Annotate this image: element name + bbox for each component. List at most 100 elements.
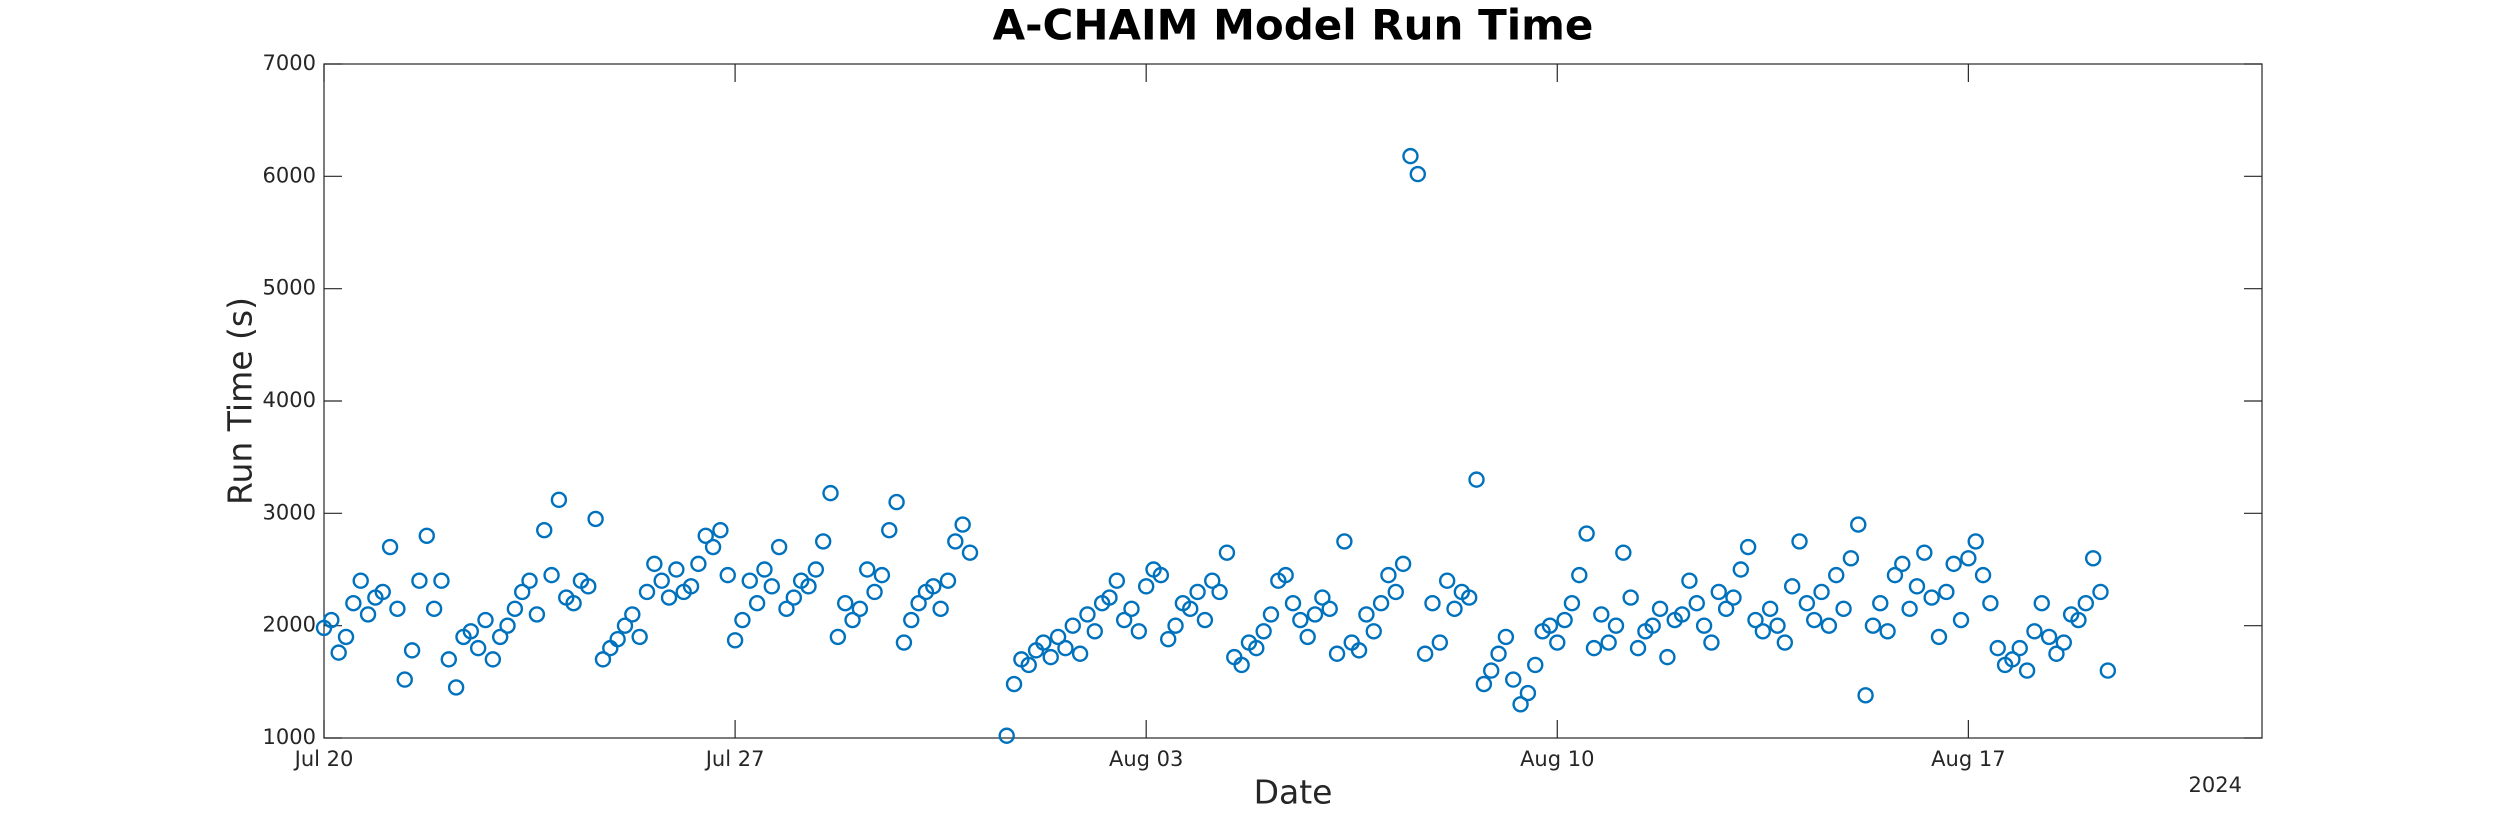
data-point [484,651,502,668]
data-point [726,632,744,649]
data-point [1952,611,1970,629]
data-point [580,578,597,595]
data-point [1593,606,1610,623]
data-point [1769,617,1786,634]
data-point [543,566,560,584]
data-point [1182,600,1199,618]
data-point [1651,600,1669,618]
data-point [814,533,832,550]
data-point [932,600,949,618]
data-point [1431,634,1449,651]
data-point [1615,544,1632,561]
data-point [888,493,905,511]
data-point [925,578,942,595]
data-point [1115,611,1133,629]
data-point [1204,572,1221,589]
data-point [1079,606,1096,623]
data-point [1960,550,1977,567]
data-point [1167,617,1184,634]
data-point [418,527,435,544]
data-point [514,583,531,601]
data-point [881,521,898,539]
data-point [587,510,604,528]
data-point [998,727,1015,744]
data-point [1776,634,1794,651]
data-point [734,611,751,629]
data-point [1791,533,1808,550]
data-point [1160,630,1177,648]
y-tick-label: 6000 [263,163,316,187]
data-point [594,651,612,668]
data-point [1394,555,1412,573]
data-point [1585,639,1603,657]
data-point [1314,589,1331,606]
data-point [1857,687,1874,704]
data-point [491,628,509,646]
data-point [506,600,524,618]
data-point [550,491,568,509]
data-point [1475,675,1493,693]
x-axis-label: Date [1254,773,1333,812]
x-tick-label: Aug 03 [1109,747,1183,771]
data-point [1945,555,1962,573]
data-point [697,527,714,544]
data-point [785,589,803,606]
x-tick-label: Jul 27 [704,747,765,771]
data-point [1681,572,1698,589]
data-point [1512,696,1529,713]
data-point [1835,600,1852,618]
data-point [1571,566,1588,584]
data-point [1974,566,1992,584]
data-point [1725,589,1742,606]
x-tick-label: Aug 17 [1931,747,2005,771]
data-point [660,589,678,606]
data-point [903,611,920,629]
data-point [403,642,421,659]
data-point [1446,600,1463,618]
data-point [1086,623,1103,640]
data-point [1042,648,1059,666]
data-point [2040,628,2058,646]
data-point [1600,634,1617,651]
data-point [1886,566,1904,584]
data-point [1057,639,1074,657]
data-point [1908,578,1926,595]
data-point [389,600,406,618]
data-point [425,600,443,618]
data-point [1607,617,1625,634]
data-point [719,566,736,584]
data-point [374,583,391,601]
data-point [477,611,494,629]
data-point [631,628,648,646]
data-point [1894,555,1911,573]
data-point [396,671,413,688]
data-point [1035,634,1052,651]
data-point [1211,583,1228,601]
data-point [1468,471,1485,488]
data-point [1490,645,1507,662]
data-point [807,561,825,578]
data-point [1438,572,1456,589]
data-point [741,572,758,589]
data-point [690,555,707,573]
data-point [1358,606,1375,623]
data-point [2099,662,2117,679]
data-point [1820,617,1838,634]
data-point [1284,595,1302,612]
data-point [763,578,780,595]
data-point [565,595,582,612]
data-point [822,484,839,502]
data-point [1901,600,1918,618]
data-point [1563,595,1581,612]
data-point [1196,611,1214,629]
data-point [411,572,428,589]
data-point [712,521,729,539]
data-point [1644,617,1661,634]
data-point [1967,533,1984,550]
data-point [778,600,795,618]
data-point [1864,617,1882,634]
data-point [1020,656,1037,674]
data-point [1497,628,1515,646]
data-point [939,572,957,589]
y-axis-label: Run Time (s) [221,297,260,505]
